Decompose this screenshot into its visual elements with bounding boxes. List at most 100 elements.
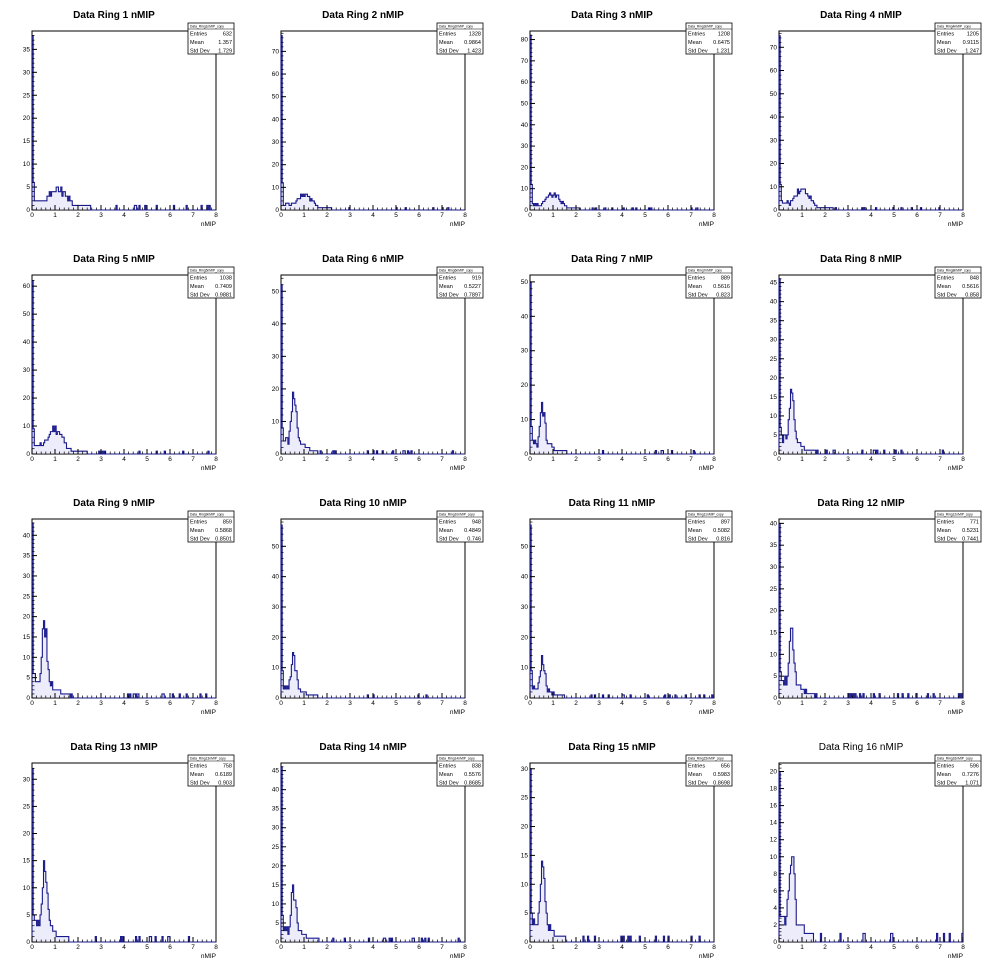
- stats-value: 0.8501: [215, 537, 232, 543]
- plot-frame: [280, 30, 466, 211]
- histogram-fill: [530, 525, 714, 698]
- x-tick-label: 0: [279, 700, 283, 707]
- x-tick-label: 8: [712, 944, 716, 951]
- x-axis-label: nMIP: [948, 953, 963, 960]
- histogram-panel-4: Data Ring 4 nMIP 0 1 2 3 4 5 6 7 8 nMIP 0 10 20 30 40 50…: [770, 10, 982, 228]
- stats-label: Mean: [439, 40, 453, 46]
- chart-title: Data Ring 5 nMIP: [73, 254, 155, 265]
- plot-frame: [778, 762, 964, 943]
- x-tick-label: 8: [961, 456, 965, 463]
- x-tick-label: 0: [777, 212, 781, 219]
- stats-value: 656: [721, 764, 730, 770]
- x-tick-label: 3: [597, 944, 601, 951]
- x-tick-label: 3: [348, 456, 352, 463]
- stats-name: Data_Ring6nMIP_copy: [439, 269, 473, 273]
- histogram-panel-1: Data Ring 1 nMIP 0 1 2 3 4 5 6 7 8 nMIP 0 5 10 15 20 25 3…: [23, 10, 235, 228]
- x-tick-label: 5: [892, 700, 896, 707]
- stats-value: 838: [472, 764, 481, 770]
- stats-value: 0.9864: [464, 40, 481, 46]
- stats-value: 0.8685: [464, 781, 481, 787]
- y-tick-label: 70: [272, 48, 280, 55]
- y-tick-label: 10: [23, 885, 31, 892]
- y-tick-label: 30: [23, 776, 31, 783]
- stats-name: Data_Ring8nMIP_copy: [937, 269, 971, 273]
- y-tick-label: 5: [26, 184, 30, 191]
- stats-box: [436, 22, 484, 55]
- x-tick-label: 4: [122, 944, 126, 951]
- histogram-fill: [779, 523, 963, 698]
- y-tick-label: 0: [275, 207, 279, 214]
- x-tick-label: 1: [302, 700, 306, 707]
- x-tick-label: 6: [666, 212, 670, 219]
- stats-name: Data_Ring11nMIP_copy: [688, 513, 724, 517]
- plot-frame: [778, 274, 964, 455]
- x-tick-label: 0: [777, 700, 781, 707]
- histogram-panel-3: Data Ring 3 nMIP 0 1 2 3 4 5 6 7 8 nMIP 0 10 20 30 40 50…: [521, 10, 733, 228]
- x-tick-label: 1: [800, 700, 804, 707]
- stats-value: 1205: [967, 32, 979, 38]
- stats-box: [934, 22, 982, 55]
- stats-label: Entries: [688, 520, 705, 526]
- y-tick-label: 70: [521, 58, 529, 65]
- x-axis-label: nMIP: [699, 221, 714, 228]
- stats-box: [436, 754, 484, 787]
- x-tick-label: 4: [371, 700, 375, 707]
- y-tick-label: 50: [521, 543, 529, 550]
- y-tick-label: 0: [524, 451, 528, 458]
- y-tick-label: 45: [272, 768, 280, 775]
- y-tick-label: 35: [23, 553, 31, 560]
- x-tick-label: 6: [666, 700, 670, 707]
- x-tick-label: 2: [325, 212, 329, 219]
- histogram-panel-6: Data Ring 6 nMIP 0 1 2 3 4 5 6 7 8 nMIP 0 10 20 30 40 50…: [272, 254, 484, 472]
- x-tick-label: 8: [961, 700, 965, 707]
- histogram-fill: [281, 766, 465, 942]
- y-tick-label: 30: [23, 573, 31, 580]
- stats-label: Std Dev: [439, 781, 459, 787]
- x-tick-label: 6: [168, 700, 172, 707]
- x-tick-label: 2: [325, 456, 329, 463]
- stats-value: 0.6189: [215, 772, 232, 778]
- plot-frame: [529, 762, 715, 943]
- x-tick-label: 6: [666, 944, 670, 951]
- x-tick-label: 7: [689, 700, 693, 707]
- x-tick-label: 6: [168, 944, 172, 951]
- y-tick-label: 20: [23, 395, 31, 402]
- y-tick-label: 0: [524, 939, 528, 946]
- x-axis-label: nMIP: [699, 465, 714, 472]
- stats-value: 0.903: [218, 781, 232, 787]
- y-tick-label: 0: [275, 695, 279, 702]
- stats-value: 0.7897: [464, 293, 481, 299]
- x-axis-label: nMIP: [450, 221, 465, 228]
- chart-title: Data Ring 15 nMIP: [568, 742, 656, 753]
- x-tick-label: 5: [394, 456, 398, 463]
- x-tick-label: 8: [214, 212, 218, 219]
- stats-box: [187, 510, 235, 543]
- stats-value: 859: [223, 520, 232, 526]
- histogram-fill: [32, 35, 216, 210]
- histogram-fill: [32, 523, 216, 698]
- y-tick-label: 40: [272, 321, 280, 328]
- stats-value: 632: [223, 32, 232, 38]
- stats-label: Entries: [688, 764, 705, 770]
- stats-label: Entries: [688, 276, 705, 282]
- y-tick-label: 20: [521, 634, 529, 641]
- y-tick-label: 10: [521, 186, 529, 193]
- plot-frame: [529, 30, 715, 211]
- x-tick-label: 1: [53, 212, 57, 219]
- stats-value: 0.7276: [962, 772, 979, 778]
- histogram-line: [778, 770, 963, 943]
- stats-label: Entries: [439, 764, 456, 770]
- y-tick-label: 80: [521, 37, 529, 44]
- plot-frame: [280, 518, 466, 699]
- x-tick-label: 1: [551, 456, 555, 463]
- stats-label: Std Dev: [937, 49, 957, 55]
- histogram-line: [778, 522, 963, 699]
- x-tick-label: 5: [892, 944, 896, 951]
- x-tick-label: 2: [325, 700, 329, 707]
- y-tick-label: 2: [773, 922, 777, 929]
- y-tick-label: 5: [773, 432, 777, 439]
- histogram-fill: [281, 525, 465, 698]
- x-tick-label: 3: [597, 212, 601, 219]
